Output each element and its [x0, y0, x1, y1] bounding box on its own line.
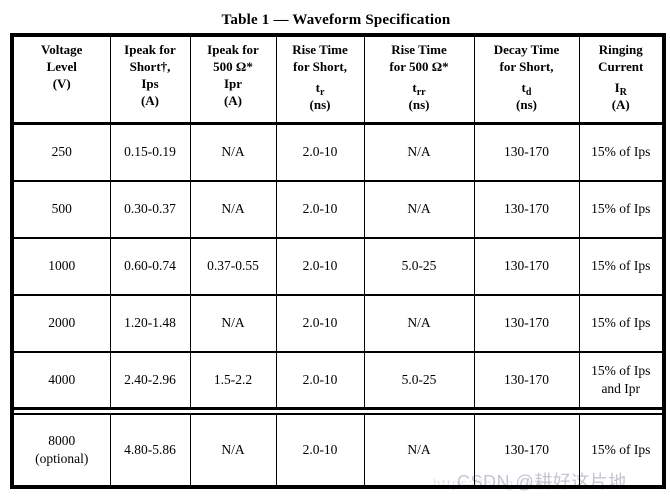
table-cell: 130-170	[473, 122, 580, 181]
table-cell: 2.0-10	[275, 350, 365, 409]
column-header-ringing-current: Ringing Current IR (A)	[578, 35, 665, 125]
table-cell: 15% of Ips	[578, 413, 665, 487]
table-cell: 5.0-25	[363, 236, 475, 295]
table-cell: 2.0-10	[275, 413, 365, 487]
table-header: Voltage Level (V) Ipeak for Short†, Ips (A) Ipe…	[11, 35, 665, 125]
header-line: Decay Time	[493, 42, 560, 57]
table-cell: 15% of Ips	[578, 293, 665, 352]
table-row: 500 0.30-0.37 N/A 2.0-10 N/A 130-170 15% of Ip…	[11, 179, 665, 238]
column-header-ipeak-500ohm: Ipeak for 500 Ω* Ipr (A)	[189, 35, 277, 125]
table-cell: 8000 (optional)	[11, 413, 111, 487]
table-cell: N/A	[363, 413, 475, 487]
table-cell: 1.20-1.48	[109, 293, 191, 352]
table-cell: 250	[11, 122, 111, 181]
table-cell: 4.80-5.86	[109, 413, 191, 487]
header-line: Ringing	[598, 42, 643, 57]
table-cell: 130-170	[473, 236, 580, 295]
header-symbol: trr	[412, 79, 426, 98]
column-header-decay-time-short: Decay Time for Short, td (ns)	[473, 35, 580, 125]
header-line: Ipeak for	[207, 42, 259, 57]
table-cell: 2.0-10	[275, 236, 365, 295]
header-unit: (A)	[611, 96, 630, 112]
table-body: 250 0.15-0.19 N/A 2.0-10 N/A 130-170 15% of Ip…	[11, 122, 665, 487]
header-symbol: td	[521, 79, 532, 98]
table-cell: 15% of Ips and Ipr	[578, 350, 665, 409]
header-line: 500 Ω*	[213, 58, 253, 74]
column-header-voltage-level: Voltage Level (V)	[11, 35, 111, 125]
waveform-specification-table: Voltage Level (V) Ipeak for Short†, Ips (A) Ipe…	[10, 33, 666, 489]
table-row: 250 0.15-0.19 N/A 2.0-10 N/A 130-170 15% of Ip…	[11, 122, 665, 181]
header-line: Ipr	[223, 75, 243, 91]
table-cell: 130-170	[473, 293, 580, 352]
table-cell: N/A	[363, 293, 475, 352]
table-cell: 2.0-10	[275, 122, 365, 181]
header-line: Ipeak for	[124, 42, 176, 57]
table-row: 2000 1.20-1.48 N/A 2.0-10 N/A 130-170 15% of I…	[11, 293, 665, 352]
table-cell: 2.40-2.96	[109, 350, 191, 409]
header-line: for Short,	[293, 58, 347, 74]
table-cell: 1.5-2.2	[189, 350, 277, 409]
table-cell: 2.0-10	[275, 293, 365, 352]
table-cell: 15% of Ips	[578, 179, 665, 238]
header-line: (V)	[52, 75, 71, 91]
header-symbol: IR	[614, 79, 627, 98]
table-cell: 0.15-0.19	[109, 122, 191, 181]
table-cell: 130-170	[473, 413, 580, 487]
header-unit: (ns)	[516, 96, 537, 112]
header-line: Ips	[141, 75, 159, 91]
table-cell: 4000	[11, 350, 111, 409]
table-cell: 500	[11, 179, 111, 238]
table-cell: 0.30-0.37	[109, 179, 191, 238]
table-cell: 0.60-0.74	[109, 236, 191, 295]
table-cell: 1000	[11, 236, 111, 295]
table-cell: 130-170	[473, 350, 580, 409]
header-symbol: tr	[315, 79, 325, 98]
table-cell: N/A	[189, 413, 277, 487]
table-title: Table 1 — Waveform Specification	[221, 12, 451, 28]
table-cell: 0.37-0.55	[189, 236, 277, 295]
table-cell: 2.0-10	[275, 179, 365, 238]
column-header-rise-time-short: Rise Time for Short, tr (ns)	[275, 35, 365, 125]
column-header-ipeak-short: Ipeak for Short†, Ips (A)	[109, 35, 191, 125]
table-row: 8000 (optional) 4.80-5.86 N/A 2.0-10 N/A 130-…	[11, 413, 665, 487]
header-line: for Short,	[499, 58, 554, 74]
table-cell: N/A	[189, 179, 277, 238]
table-cell: 15% of Ips	[578, 236, 665, 295]
table-cell: N/A	[363, 122, 475, 181]
table-cell: N/A	[189, 293, 277, 352]
header-unit: (ns)	[408, 96, 430, 112]
header-line: (A)	[140, 92, 160, 108]
table-row: 4000 2.40-2.96 1.5-2.2 2.0-10 5.0-25 130-170 1…	[11, 350, 665, 409]
column-header-rise-time-500ohm: Rise Time for 500 Ω* trr (ns)	[363, 35, 475, 125]
header-row: Voltage Level (V) Ipeak for Short†, Ips (A) Ipe…	[11, 35, 665, 125]
header-line: Short†,	[129, 58, 171, 74]
table-cell: 5.0-25	[363, 350, 475, 409]
header-line: Rise Time	[292, 42, 348, 57]
header-line: (A)	[223, 92, 243, 108]
header-line: Rise Time	[391, 42, 447, 57]
header-line: Voltage	[41, 42, 83, 57]
table-cell: 2000	[11, 293, 111, 352]
header-line: Current	[598, 58, 644, 74]
header-line: for 500 Ω*	[389, 58, 449, 74]
table-row: 1000 0.60-0.74 0.37-0.55 2.0-10 5.0-25 130-17…	[11, 236, 665, 295]
table-cell: N/A	[189, 122, 277, 181]
table-cell: 130-170	[473, 179, 580, 238]
header-line: Level	[46, 58, 77, 74]
header-unit: (ns)	[309, 96, 331, 112]
table-cell: 15% of Ips	[578, 122, 665, 181]
table-cell: N/A	[363, 179, 475, 238]
